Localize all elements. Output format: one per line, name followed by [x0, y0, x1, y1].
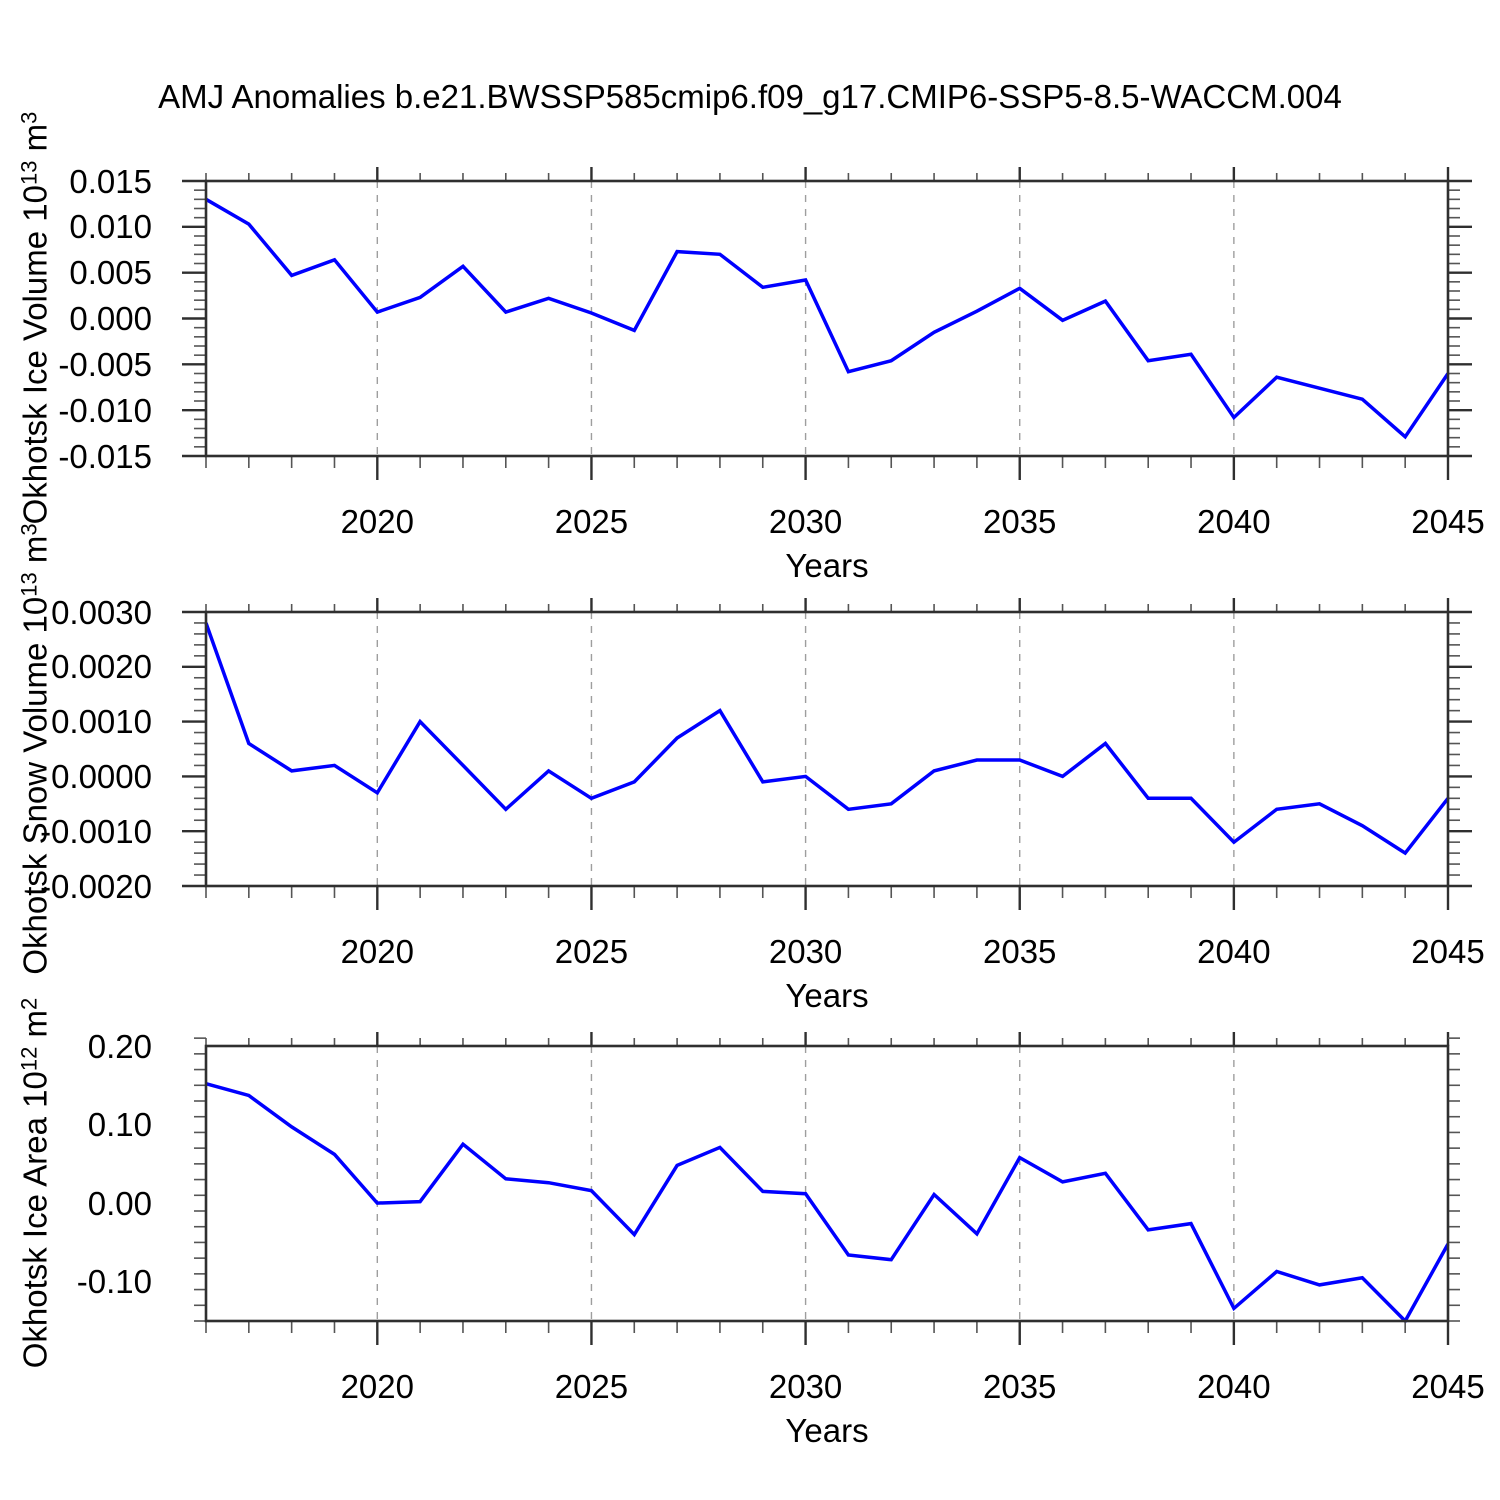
- y-axis-label-unit: m: [16, 535, 54, 573]
- y-tick-label: 0.0030: [51, 593, 152, 631]
- y-axis-label-snow-volume: Okhotsk Snow Volume 1013 m3: [16, 523, 54, 974]
- y-tick-label: -0.005: [58, 345, 152, 383]
- x-tick-label: 2045: [1411, 503, 1485, 540]
- x-axis-label-years-panel3: Years: [785, 1412, 869, 1449]
- y-tick-label: 0.00: [87, 1184, 152, 1222]
- x-tick-label: 2030: [768, 503, 843, 540]
- x-tick-label: 2040: [1197, 1368, 1271, 1405]
- y-tick-label: 0.0020: [51, 648, 152, 686]
- x-tick-label: 2020: [340, 1368, 414, 1405]
- y-tick-label: -0.015: [58, 437, 152, 475]
- y-tick-label: -0.0020: [40, 867, 152, 905]
- y-axis-label-unit: m: [16, 123, 54, 161]
- y-tick-label: -0.010: [58, 391, 152, 429]
- x-axis-label-years-panel2: Years: [785, 977, 869, 1014]
- x-tick-label: 2040: [1197, 933, 1271, 970]
- y-tick-label: 0.0010: [51, 703, 152, 741]
- y-axis-label-unit-exponent: 2: [16, 997, 42, 1010]
- y-tick-label: 0.005: [69, 254, 152, 292]
- y-tick-label: 0.0000: [51, 757, 152, 795]
- y-axis-label-unit-exponent: 3: [16, 111, 42, 124]
- y-axis-label-unit-exponent: 3: [16, 523, 42, 536]
- x-tick-label: 2020: [340, 503, 414, 540]
- y-axis-label-exponent: 13: [16, 572, 42, 597]
- x-tick-label: 2025: [554, 503, 629, 540]
- x-tick-label: 2020: [340, 933, 414, 970]
- figure-title: AMJ Anomalies b.e21.BWSSP585cmip6.f09_g1…: [158, 78, 1342, 115]
- x-tick-label: 2035: [983, 503, 1057, 540]
- x-tick-label: 2025: [554, 1368, 629, 1405]
- x-tick-label: 2035: [983, 1368, 1057, 1405]
- x-tick-label: 2040: [1197, 503, 1271, 540]
- y-tick-label: 0.010: [69, 208, 152, 246]
- y-tick-label: 0.015: [69, 162, 152, 200]
- y-tick-label: -0.0010: [40, 812, 152, 850]
- x-tick-label: 2045: [1411, 933, 1485, 970]
- y-tick-label: 0.20: [87, 1027, 152, 1065]
- x-tick-label: 2025: [554, 933, 629, 970]
- x-tick-label: 2035: [983, 933, 1057, 970]
- y-tick-label: 0.000: [69, 300, 152, 337]
- x-tick-label: 2030: [768, 1368, 843, 1405]
- x-tick-label: 2030: [768, 933, 843, 970]
- y-tick-label: -0.10: [76, 1263, 152, 1301]
- x-tick-label: 2045: [1411, 1368, 1485, 1405]
- x-axis-label-years-panel1: Years: [785, 547, 869, 584]
- y-tick-label: 0.10: [87, 1106, 152, 1144]
